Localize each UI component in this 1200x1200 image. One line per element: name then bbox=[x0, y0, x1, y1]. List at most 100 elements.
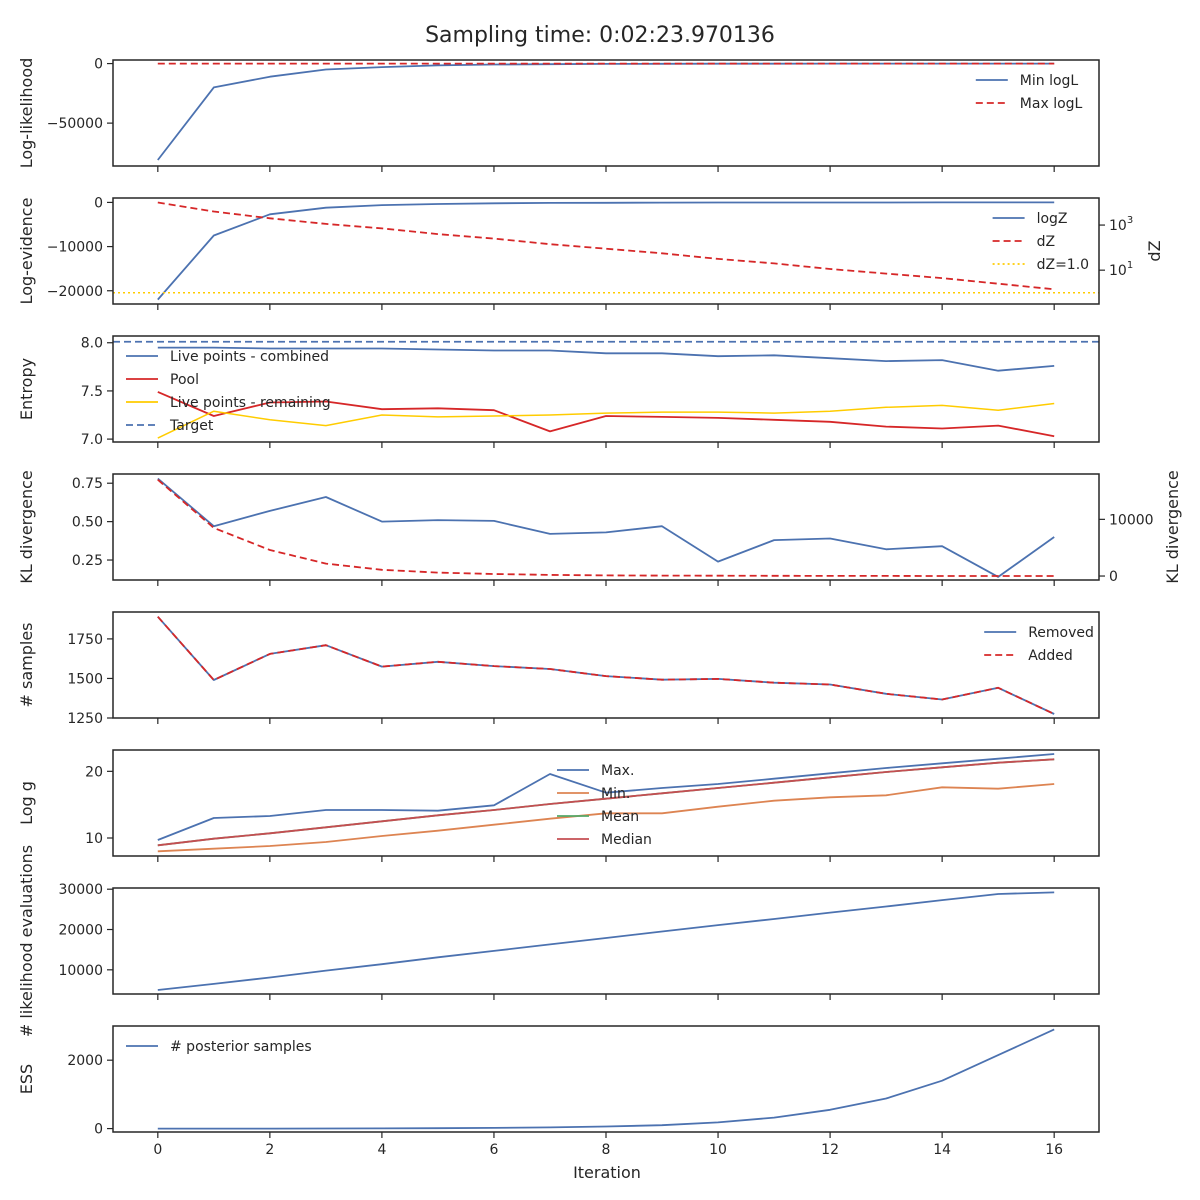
y-tick-label: 30000 bbox=[58, 882, 103, 898]
series-right-0-line bbox=[157, 479, 1055, 577]
series-min-logl-line bbox=[157, 62, 1055, 161]
x-tick-label: 4 bbox=[377, 1142, 386, 1158]
series-pool-line bbox=[157, 391, 1055, 438]
x-tick-label: 8 bbox=[602, 1142, 611, 1158]
subplot-log-likelihood: 0 −50000 Log-likelihood Min logL Max logL bbox=[17, 57, 1100, 172]
legend: # posterior samples bbox=[126, 1039, 312, 1055]
y-tick-label: 1500 bbox=[67, 671, 103, 687]
y-tick-label: −20000 bbox=[47, 284, 103, 300]
y-tick-label: 10000 bbox=[58, 963, 103, 979]
legend-label: Target bbox=[169, 418, 214, 434]
y-tick-label: 0 bbox=[94, 195, 103, 211]
series-logz-line bbox=[157, 201, 1055, 301]
x-tick-label: 12 bbox=[821, 1142, 839, 1158]
y-axis-label: ESS bbox=[17, 1064, 36, 1094]
x-tick-label: 14 bbox=[933, 1142, 951, 1158]
y-tick-label: 0 bbox=[94, 57, 103, 73]
x-tick-label: 16 bbox=[1045, 1142, 1063, 1158]
y-tick-label: 7.0 bbox=[81, 432, 103, 448]
series-posterior-samples-line bbox=[157, 1028, 1055, 1130]
axes-frame bbox=[112, 473, 1100, 581]
plot-area bbox=[157, 616, 1055, 715]
plot-area bbox=[157, 1028, 1055, 1130]
y-axis-label: Log g bbox=[17, 781, 36, 825]
legend-label: Live points - remaining bbox=[170, 395, 331, 411]
plot-area bbox=[157, 753, 1055, 853]
legend-label: Median bbox=[601, 832, 652, 848]
legend-label: dZ bbox=[1037, 234, 1055, 250]
legend-label: Mean bbox=[601, 809, 639, 825]
y-tick-label: 20000 bbox=[58, 923, 103, 939]
series-removed-line bbox=[157, 616, 1055, 715]
plot-area bbox=[113, 201, 1099, 301]
plot-area bbox=[157, 62, 1055, 161]
y-tick-label: 10 bbox=[85, 831, 103, 847]
series-added-line bbox=[157, 616, 1055, 715]
legend: Max. Min. Mean Median bbox=[557, 763, 652, 848]
right-y-tick-label: 101 bbox=[1109, 260, 1133, 279]
right-y-tick-label: 103 bbox=[1109, 215, 1133, 234]
legend-label: Max. bbox=[601, 763, 634, 779]
series-dz-line bbox=[157, 201, 1055, 291]
y-axis-label: Entropy bbox=[17, 358, 36, 420]
y-tick-label: 1250 bbox=[67, 711, 103, 727]
legend-label: Live points - combined bbox=[170, 349, 329, 365]
legend-label: dZ=1.0 bbox=[1037, 257, 1089, 273]
series-left-0-line bbox=[157, 891, 1055, 991]
legend-label: Removed bbox=[1028, 625, 1094, 641]
subplot-ess: 2000 0 ESS 0 2 4 6 8 10 12 14 16 # posterior samples bbox=[17, 1025, 1100, 1158]
series-max-line bbox=[157, 753, 1055, 841]
axes-frame bbox=[112, 611, 1100, 719]
x-axis-label: Iteration bbox=[573, 1163, 641, 1182]
axes-frame bbox=[112, 59, 1100, 167]
legend: Removed Added bbox=[984, 625, 1094, 664]
subplot-stack: 0 −50000 Log-likelihood Min logL Max logL 0 −1… bbox=[17, 57, 1182, 1158]
legend-label: Min logL bbox=[1020, 73, 1079, 89]
x-tick-label: 10 bbox=[709, 1142, 727, 1158]
plot-area bbox=[157, 477, 1055, 578]
subplot-likelihood-evaluations: 30000 20000 10000 # likelihood evaluations bbox=[17, 845, 1100, 1037]
y-tick-label: 1750 bbox=[67, 632, 103, 648]
subplot-log-evidence: 0 −10000 −20000 Log-evidence 103 101 dZ logZ dZ d… bbox=[17, 195, 1164, 310]
series-live-points-combined-line bbox=[157, 346, 1055, 372]
right-y-axis-label: KL divergence bbox=[1163, 470, 1182, 583]
y-axis-label: # likelihood evaluations bbox=[17, 845, 36, 1037]
right-y-axis-label: dZ bbox=[1145, 240, 1164, 261]
legend: Live points - combined Pool Live points - … bbox=[126, 349, 331, 434]
legend-label: Min. bbox=[601, 786, 630, 802]
subplot-log-g: 20 10 Log g Max. Min. Mean Median bbox=[17, 749, 1100, 862]
y-axis-label: Log-likelihood bbox=[17, 58, 36, 169]
legend-label: # posterior samples bbox=[170, 1039, 312, 1055]
y-tick-label: 8.0 bbox=[81, 336, 103, 352]
y-axis-label: KL divergence bbox=[17, 470, 36, 583]
axes-frame bbox=[112, 197, 1100, 305]
right-y-tick-label: 10000 bbox=[1109, 512, 1154, 528]
figure-title: Sampling time: 0:02:23.970136 bbox=[425, 23, 775, 48]
y-tick-label: 0.50 bbox=[72, 515, 103, 531]
legend-label: Added bbox=[1028, 648, 1073, 664]
subplot-kl-divergence: 0.75 0.50 0.25 KL divergence 10000 0 KL diverg… bbox=[17, 470, 1182, 586]
x-tick-label: 2 bbox=[265, 1142, 274, 1158]
y-tick-label: 0.25 bbox=[72, 553, 103, 569]
subplot-samples: 1750 1500 1250 # samples Removed Added bbox=[17, 611, 1100, 727]
x-tick-label: 6 bbox=[489, 1142, 498, 1158]
y-tick-label: 0.75 bbox=[72, 476, 103, 492]
legend: logZ dZ dZ=1.0 bbox=[992, 211, 1089, 273]
series-median-line bbox=[157, 758, 1055, 847]
y-tick-label: −10000 bbox=[47, 240, 103, 256]
y-tick-label: 7.5 bbox=[81, 384, 103, 400]
series-live-points-remaining-line bbox=[157, 402, 1055, 439]
legend-label: Max logL bbox=[1020, 96, 1083, 112]
y-tick-label: 2000 bbox=[67, 1053, 103, 1069]
plot-area bbox=[113, 340, 1099, 439]
right-y-tick-label: 0 bbox=[1109, 569, 1118, 585]
y-axis-label: Log-evidence bbox=[17, 198, 36, 305]
series-min-line bbox=[157, 783, 1055, 853]
y-tick-label: −50000 bbox=[47, 116, 103, 132]
legend-label: Pool bbox=[170, 372, 199, 388]
x-tick-label: 0 bbox=[153, 1142, 162, 1158]
y-tick-label: 0 bbox=[94, 1122, 103, 1138]
subplot-entropy: 8.0 7.5 7.0 Entropy Live points - combined Po… bbox=[17, 335, 1100, 448]
y-axis-label: # samples bbox=[17, 623, 36, 708]
